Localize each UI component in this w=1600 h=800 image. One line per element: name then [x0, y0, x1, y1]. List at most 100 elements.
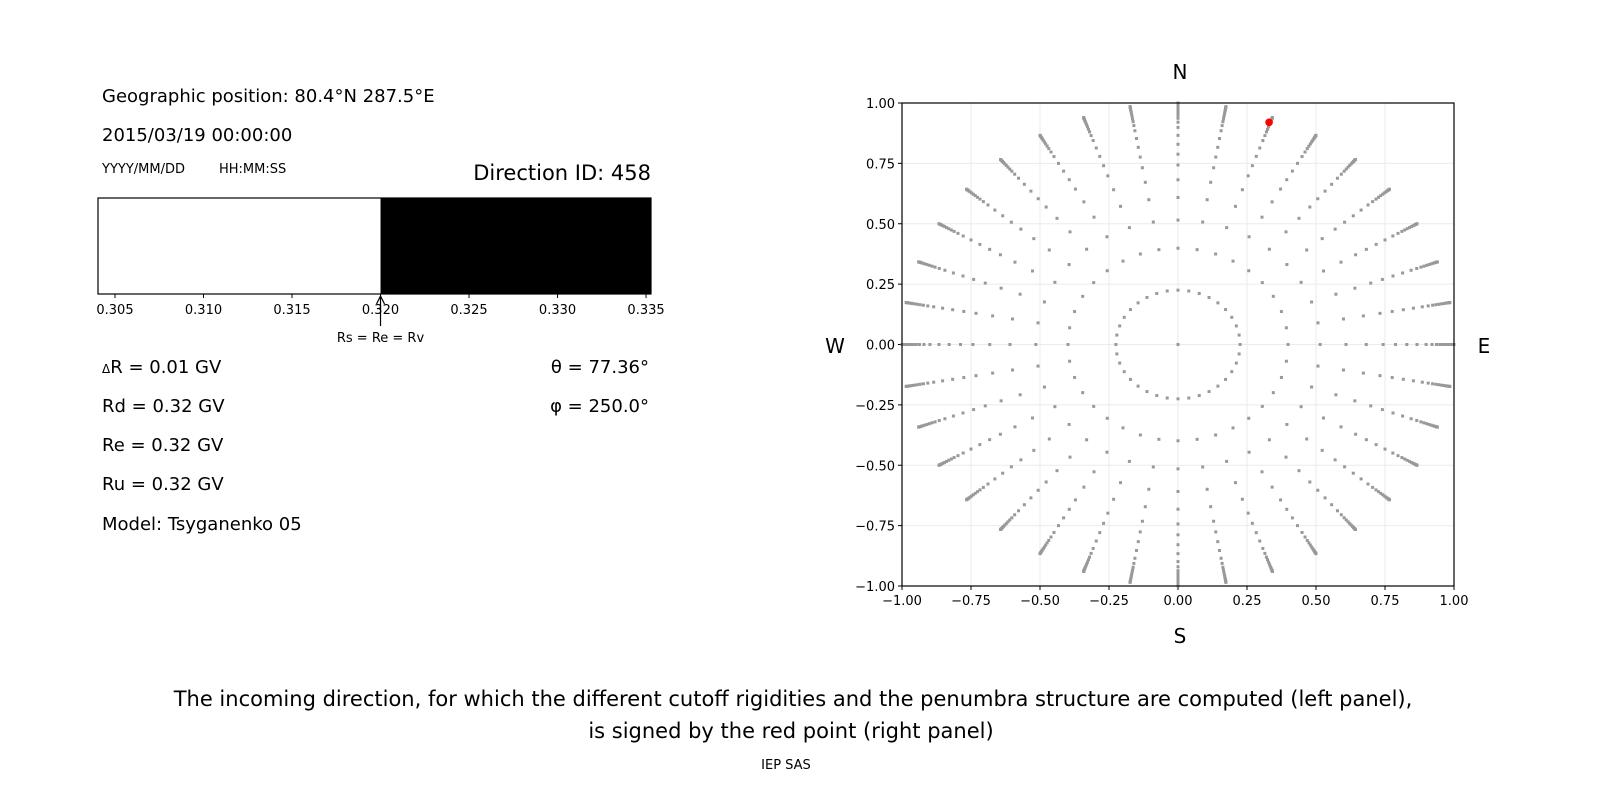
direction-point [1195, 248, 1199, 252]
direction-point [1030, 269, 1034, 273]
direction-point [1240, 188, 1244, 192]
direction-point [1225, 459, 1229, 463]
direction-point [1047, 437, 1051, 441]
direction-point [973, 194, 977, 198]
direction-point [1205, 198, 1209, 202]
y-tick-label: 0.50 [866, 218, 895, 233]
direction-point [907, 343, 911, 346]
direction-point [1267, 438, 1271, 442]
y-tick-label: −1.00 [855, 580, 895, 595]
direction-point [1102, 164, 1106, 168]
direction-point [1333, 458, 1337, 462]
direction-point [1434, 382, 1438, 386]
time-format-label: HH:MM:SS [219, 162, 286, 177]
direction-point [1316, 321, 1320, 325]
direction-point [1441, 302, 1445, 306]
direction-point [1224, 580, 1228, 584]
direction-point [1165, 396, 1169, 400]
direction-point [1073, 310, 1077, 314]
direction-point [1053, 280, 1057, 284]
direction-point [918, 382, 922, 386]
direction-point [1419, 265, 1423, 269]
direction-point [1431, 303, 1435, 307]
direction-point [1348, 522, 1352, 526]
direction-point [1420, 380, 1424, 384]
direction-point [1223, 575, 1227, 579]
direction-point [1047, 538, 1051, 542]
direction-point [1314, 133, 1318, 137]
direction-point [1176, 467, 1180, 471]
direction-point [937, 222, 941, 226]
direction-point [1130, 573, 1134, 577]
direction-point [1140, 166, 1144, 170]
direction-point [1405, 458, 1409, 462]
direction-point [1013, 425, 1017, 429]
direction-point [923, 262, 927, 266]
direction-point [1055, 469, 1059, 473]
direction-point [1151, 465, 1155, 469]
direction-point [1346, 520, 1350, 524]
direction-point [969, 447, 973, 451]
direction-point [1132, 561, 1136, 565]
direction-point [1053, 405, 1057, 409]
direction-point [928, 343, 932, 346]
direction-point [1310, 300, 1314, 304]
direction-point [986, 482, 990, 486]
direction-point [1429, 262, 1433, 266]
direction-point [1029, 189, 1033, 193]
direction-point [991, 371, 995, 375]
direction-point [1112, 188, 1116, 192]
caption-line-1: The incoming direction, for which the di… [173, 687, 1413, 711]
direction-point [1224, 377, 1228, 381]
direction-point [1377, 195, 1381, 199]
north-label: N [1173, 60, 1188, 84]
direction-point [1307, 541, 1311, 545]
direction-point [1136, 540, 1140, 544]
direction-point [1131, 565, 1135, 569]
direction-point [1133, 129, 1137, 133]
direction-point [1042, 300, 1046, 304]
direction-point [988, 438, 992, 442]
direction-point [1285, 263, 1289, 267]
x-tick-label: 0.00 [1164, 594, 1193, 609]
direction-point [1073, 498, 1077, 502]
direction-point [1102, 521, 1106, 525]
direction-point [1138, 155, 1142, 159]
direction-point [1145, 390, 1149, 394]
direction-point [937, 343, 941, 346]
delta-symbol: Δ [102, 362, 111, 376]
direction-point [1374, 197, 1378, 201]
direction-point [1127, 459, 1131, 463]
direction-point [1339, 172, 1343, 176]
direction-point [1254, 154, 1258, 158]
direction-point [1176, 578, 1180, 582]
direction-point [1001, 214, 1005, 218]
direction-point [1222, 571, 1226, 575]
direction-point [1049, 150, 1053, 154]
direction-point [998, 253, 1002, 257]
direction-point [1081, 294, 1085, 298]
direction-point [1353, 286, 1357, 290]
direction-point [1036, 364, 1040, 368]
direction-point [1316, 197, 1320, 201]
direction-point [947, 458, 951, 462]
direction-point [1201, 465, 1205, 469]
credit: IEP SAS [761, 758, 811, 773]
direction-point [949, 457, 953, 461]
direction-point [1387, 187, 1391, 191]
selected-direction-point [1265, 118, 1273, 127]
direction-point [1247, 416, 1251, 420]
direction-point [1233, 204, 1237, 208]
direction-point [1300, 530, 1304, 534]
direction-point [975, 195, 979, 199]
direction-point [1284, 230, 1288, 234]
direction-point [1285, 507, 1289, 511]
direction-point [1130, 571, 1134, 575]
direction-point [930, 421, 934, 425]
direction-point [1195, 437, 1199, 441]
direction-point [1247, 450, 1251, 454]
direction-point [1062, 516, 1066, 520]
direction-point [909, 301, 913, 305]
direction-point [1254, 531, 1258, 535]
